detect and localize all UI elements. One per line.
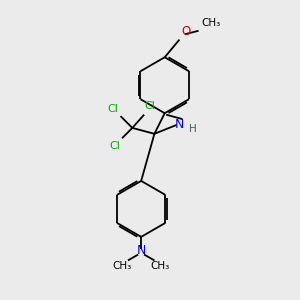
Text: Cl: Cl	[145, 101, 155, 111]
Text: O: O	[181, 25, 190, 38]
Text: N: N	[175, 118, 184, 131]
Text: CH₃: CH₃	[151, 261, 170, 271]
Text: Cl: Cl	[108, 104, 118, 114]
Text: H: H	[189, 124, 196, 134]
Text: CH₃: CH₃	[112, 261, 132, 271]
Text: CH₃: CH₃	[202, 18, 221, 28]
Text: N: N	[136, 244, 146, 256]
Text: Cl: Cl	[109, 141, 120, 151]
